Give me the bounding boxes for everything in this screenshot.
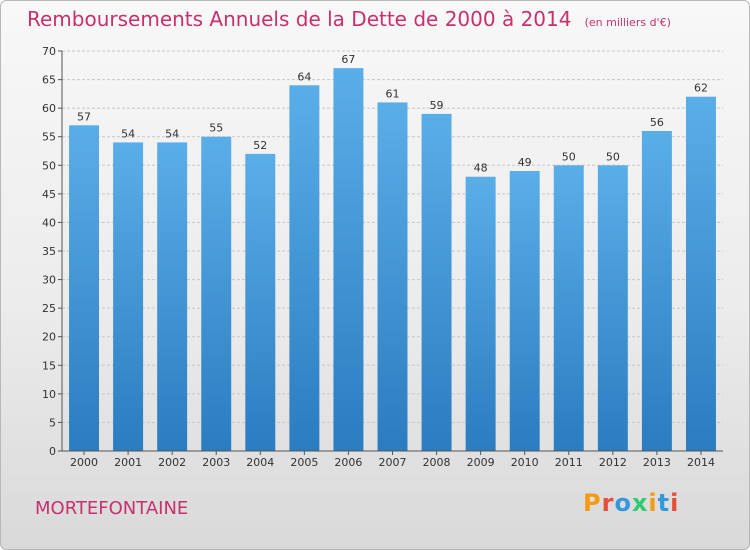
- y-tick-label: 20: [42, 331, 56, 344]
- value-label: 50: [606, 150, 620, 163]
- commune-name: MORTEFONTAINE: [35, 498, 189, 519]
- y-tick-label: 65: [42, 74, 56, 87]
- bar-2013: [641, 131, 672, 451]
- bar-2007: [377, 102, 408, 451]
- y-tick-label: 15: [42, 359, 56, 372]
- y-tick-label: 5: [49, 416, 56, 429]
- x-tick-label: 2003: [202, 456, 230, 469]
- value-label: 59: [430, 99, 444, 112]
- x-tick-label: 2006: [334, 456, 362, 469]
- x-tick-label: 2012: [599, 456, 627, 469]
- value-label: 61: [386, 87, 400, 100]
- x-tick-label: 2001: [114, 456, 142, 469]
- value-label: 67: [341, 53, 355, 66]
- y-tick-label: 45: [42, 188, 56, 201]
- value-label: 62: [694, 82, 708, 95]
- y-tick-label: 10: [42, 388, 56, 401]
- label-layer: 57 54 54 55 52 64 67 61 59 48 49 50 50 56 62: [77, 53, 708, 175]
- chart-title: Remboursements Annuels de la Dette de 20…: [27, 7, 572, 31]
- y-tick-label: 40: [42, 216, 56, 229]
- y-tick-label: 25: [42, 302, 56, 315]
- x-tick-label: 2007: [379, 456, 407, 469]
- bar-2009: [465, 176, 496, 451]
- x-tick-label: 2005: [290, 456, 318, 469]
- bar-2004: [245, 153, 276, 451]
- x-tick-label: 2010: [511, 456, 539, 469]
- y-tick-label: 35: [42, 245, 56, 258]
- value-label: 55: [209, 122, 223, 135]
- axis-layer: 0 5 10 15 20 25 30 35 40 45 50 55 60 65 70 2000 2001 2002…: [42, 45, 723, 469]
- value-label: 52: [253, 139, 267, 152]
- x-tick-label: 2008: [423, 456, 451, 469]
- value-label: 54: [165, 127, 179, 140]
- bar-2002: [157, 142, 188, 451]
- x-tick-label: 2011: [555, 456, 583, 469]
- y-tick-label: 0: [49, 445, 56, 458]
- value-label: 54: [121, 127, 135, 140]
- x-tick-label: 2013: [643, 456, 671, 469]
- bar-layer: [69, 68, 716, 452]
- bar-2012: [597, 165, 628, 452]
- bar-2014: [685, 96, 716, 451]
- y-tick-label: 60: [42, 102, 56, 115]
- bar-2011: [553, 165, 584, 452]
- value-label: 50: [562, 150, 576, 163]
- value-label: 56: [650, 116, 664, 129]
- x-tick-label: 2004: [246, 456, 274, 469]
- title-row: Remboursements Annuels de la Dette de 20…: [27, 7, 671, 31]
- chart-unit: (en milliers d'€): [584, 16, 671, 29]
- bar-2000: [69, 125, 100, 452]
- y-tick-label: 70: [42, 45, 56, 58]
- bar-2006: [333, 68, 364, 452]
- x-tick-label: 2002: [158, 456, 186, 469]
- bar-2008: [421, 113, 452, 451]
- y-tick-label: 30: [42, 274, 56, 287]
- x-tick-label: 2014: [687, 456, 715, 469]
- bar-2001: [113, 142, 144, 451]
- y-tick-label: 55: [42, 131, 56, 144]
- bar-2010: [509, 171, 540, 451]
- y-tick-label: 50: [42, 159, 56, 172]
- bar-2005: [289, 85, 320, 452]
- x-tick-label: 2009: [467, 456, 495, 469]
- proxiti-logo: Proxiti: [583, 489, 680, 517]
- x-tick-label: 2000: [70, 456, 98, 469]
- value-label: 57: [77, 110, 91, 123]
- value-label: 64: [297, 70, 311, 83]
- bar-2003: [201, 136, 232, 451]
- value-label: 48: [474, 162, 488, 175]
- value-label: 49: [518, 156, 532, 169]
